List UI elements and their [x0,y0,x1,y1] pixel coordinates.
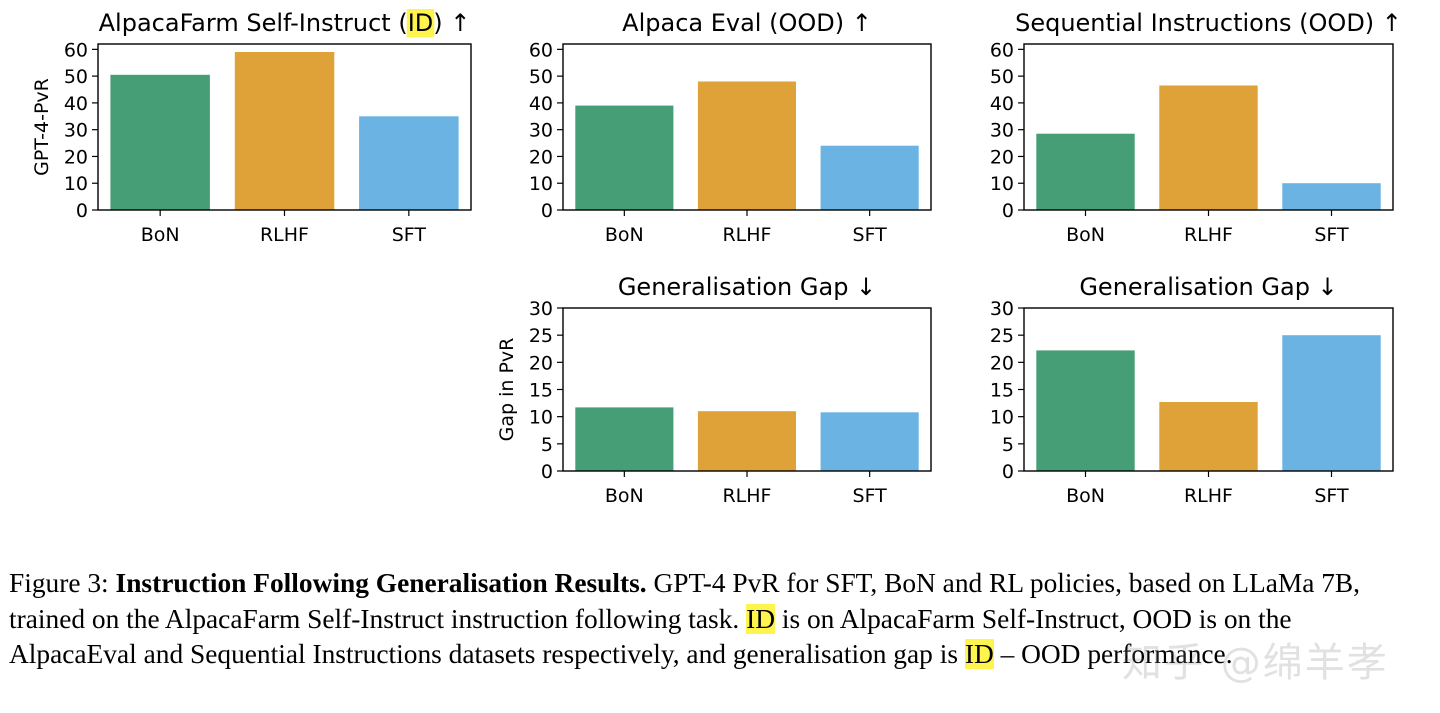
chart-title: Generalisation Gap ↓ [618,273,876,301]
x-tick-label-sft: SFT [1314,485,1349,507]
y-tick-label: 30 [529,298,553,320]
x-tick-label-bon: BoN [1066,485,1105,507]
x-tick-label-sft: SFT [1314,224,1349,246]
x-tick-label-bon: BoN [605,485,644,507]
y-tick-label: 10 [990,407,1014,429]
y-tick-label: 60 [64,39,88,61]
y-tick-label: 50 [990,66,1014,88]
axes-frame [97,43,472,211]
x-tick-label-sft: SFT [853,224,888,246]
y-tick-label: 40 [990,93,1014,115]
bar-bon [575,407,674,471]
y-tick-label: 0 [1002,200,1014,222]
bar-bon [1036,133,1135,210]
bar-sft [1282,183,1381,210]
y-tick-label: 10 [64,173,88,195]
y-tick-label: 10 [990,173,1014,195]
x-tick-label-sft: SFT [853,485,888,507]
chart-title: Sequential Instructions (OOD) ↑ [1015,9,1402,37]
chart-title: Alpaca Eval (OOD) ↑ [622,9,872,37]
y-tick-label: 30 [990,120,1014,142]
bar-sft [820,412,919,471]
x-tick-label-rlhf: RLHF [722,224,771,246]
y-tick-label: 30 [529,120,553,142]
y-tick-label: 40 [64,93,88,115]
caption-highlight-id-1: ID [746,603,776,634]
y-tick-label: 20 [990,352,1014,374]
caption-bold-title: Instruction Following Generalisation Res… [115,568,647,598]
bar-sft [1282,335,1381,471]
chart-panel-5: BoN RLHF SFT 0 5 10 15 20 25 30 Generalisation Gap… [990,273,1394,507]
title-part: ) ↑ [433,9,470,37]
x-tick-label-bon: BoN [141,224,180,246]
axes-frame [1023,43,1394,211]
bar-rlhf [697,411,796,471]
bar-rlhf [1159,85,1258,210]
y-tick-label: 50 [64,66,88,88]
bar-rlhf [1159,402,1258,471]
bar-rlhf [697,81,796,210]
y-tick-label: 5 [1002,434,1014,456]
y-tick-label: 60 [529,39,553,61]
y-axis-label: Gap in PvR [496,338,518,442]
bar-bon [1036,350,1135,471]
y-tick-label: 15 [529,380,553,402]
title-part: AlpacaFarm Self-Instruct ( [99,9,408,37]
chart-panel-4: BoN RLHF SFT 0 5 10 15 20 25 30 Generalisation Gap… [496,273,932,507]
y-tick-label: 25 [529,325,553,347]
title-highlight-background [406,9,435,37]
x-tick-label-rlhf: RLHF [1184,485,1233,507]
y-tick-label: 40 [529,93,553,115]
y-tick-label: 0 [541,461,553,483]
chart-panel-1: BoN RLHF SFT 0 10 20 30 40 50 60 AlpacaFarm Self-I… [31,9,472,246]
bar-bon [110,74,210,210]
axes-frame [562,43,932,211]
y-tick-label: 30 [990,298,1014,320]
y-tick-label: 0 [541,200,553,222]
caption-label: Figure 3: [9,568,109,598]
x-tick-label-rlhf: RLHF [1184,224,1233,246]
bar-rlhf [234,52,335,210]
chart-title: AlpacaFarm Self-Instruct (ID) ↑ [99,9,471,37]
y-tick-label: 20 [64,146,88,168]
bar-sft [820,145,919,210]
figure-caption: Figure 3: Instruction Following Generali… [9,566,1421,673]
caption-text-3: – OOD performance. [993,639,1233,669]
caption-highlight-id-2: ID [964,639,994,669]
y-tick-label: 10 [529,173,553,195]
bar-bon [575,105,674,210]
y-tick-label: 50 [529,66,553,88]
y-tick-label: 10 [529,407,553,429]
y-tick-label: 25 [990,325,1014,347]
y-axis-label: GPT-4-PvR [31,78,53,176]
axes-frame [1023,307,1394,472]
watermark: 知乎 @绵羊孝 [1122,640,1389,686]
y-tick-label: 20 [990,146,1014,168]
y-tick-label: 15 [990,380,1014,402]
y-tick-label: 60 [990,39,1014,61]
x-tick-label-bon: BoN [605,224,644,246]
x-tick-label-rlhf: RLHF [722,485,771,507]
chart-panel-2: BoN RLHF SFT 0 10 20 30 40 50 60 Alpaca Eval (OOD)… [529,9,932,246]
y-tick-label: 0 [1002,461,1014,483]
caption-text-2: is on AlpacaFarm Self-Instruct, OOD is o… [9,603,1292,670]
chart-title: Generalisation Gap ↓ [1079,273,1337,301]
axes-frame [562,307,932,472]
y-tick-label: 0 [76,200,88,222]
y-tick-label: 20 [529,146,553,168]
caption-text-1: GPT-4 PvR for SFT, BoN and RL policies, … [9,568,1361,634]
x-tick-label-bon: BoN [1066,224,1105,246]
title-highlight: ID [408,9,434,37]
x-tick-label-sft: SFT [392,224,427,246]
bar-sft [359,116,459,210]
y-tick-label: 20 [529,352,553,374]
x-tick-label-rlhf: RLHF [260,224,309,246]
y-tick-label: 5 [541,434,553,456]
y-tick-label: 30 [64,120,88,142]
